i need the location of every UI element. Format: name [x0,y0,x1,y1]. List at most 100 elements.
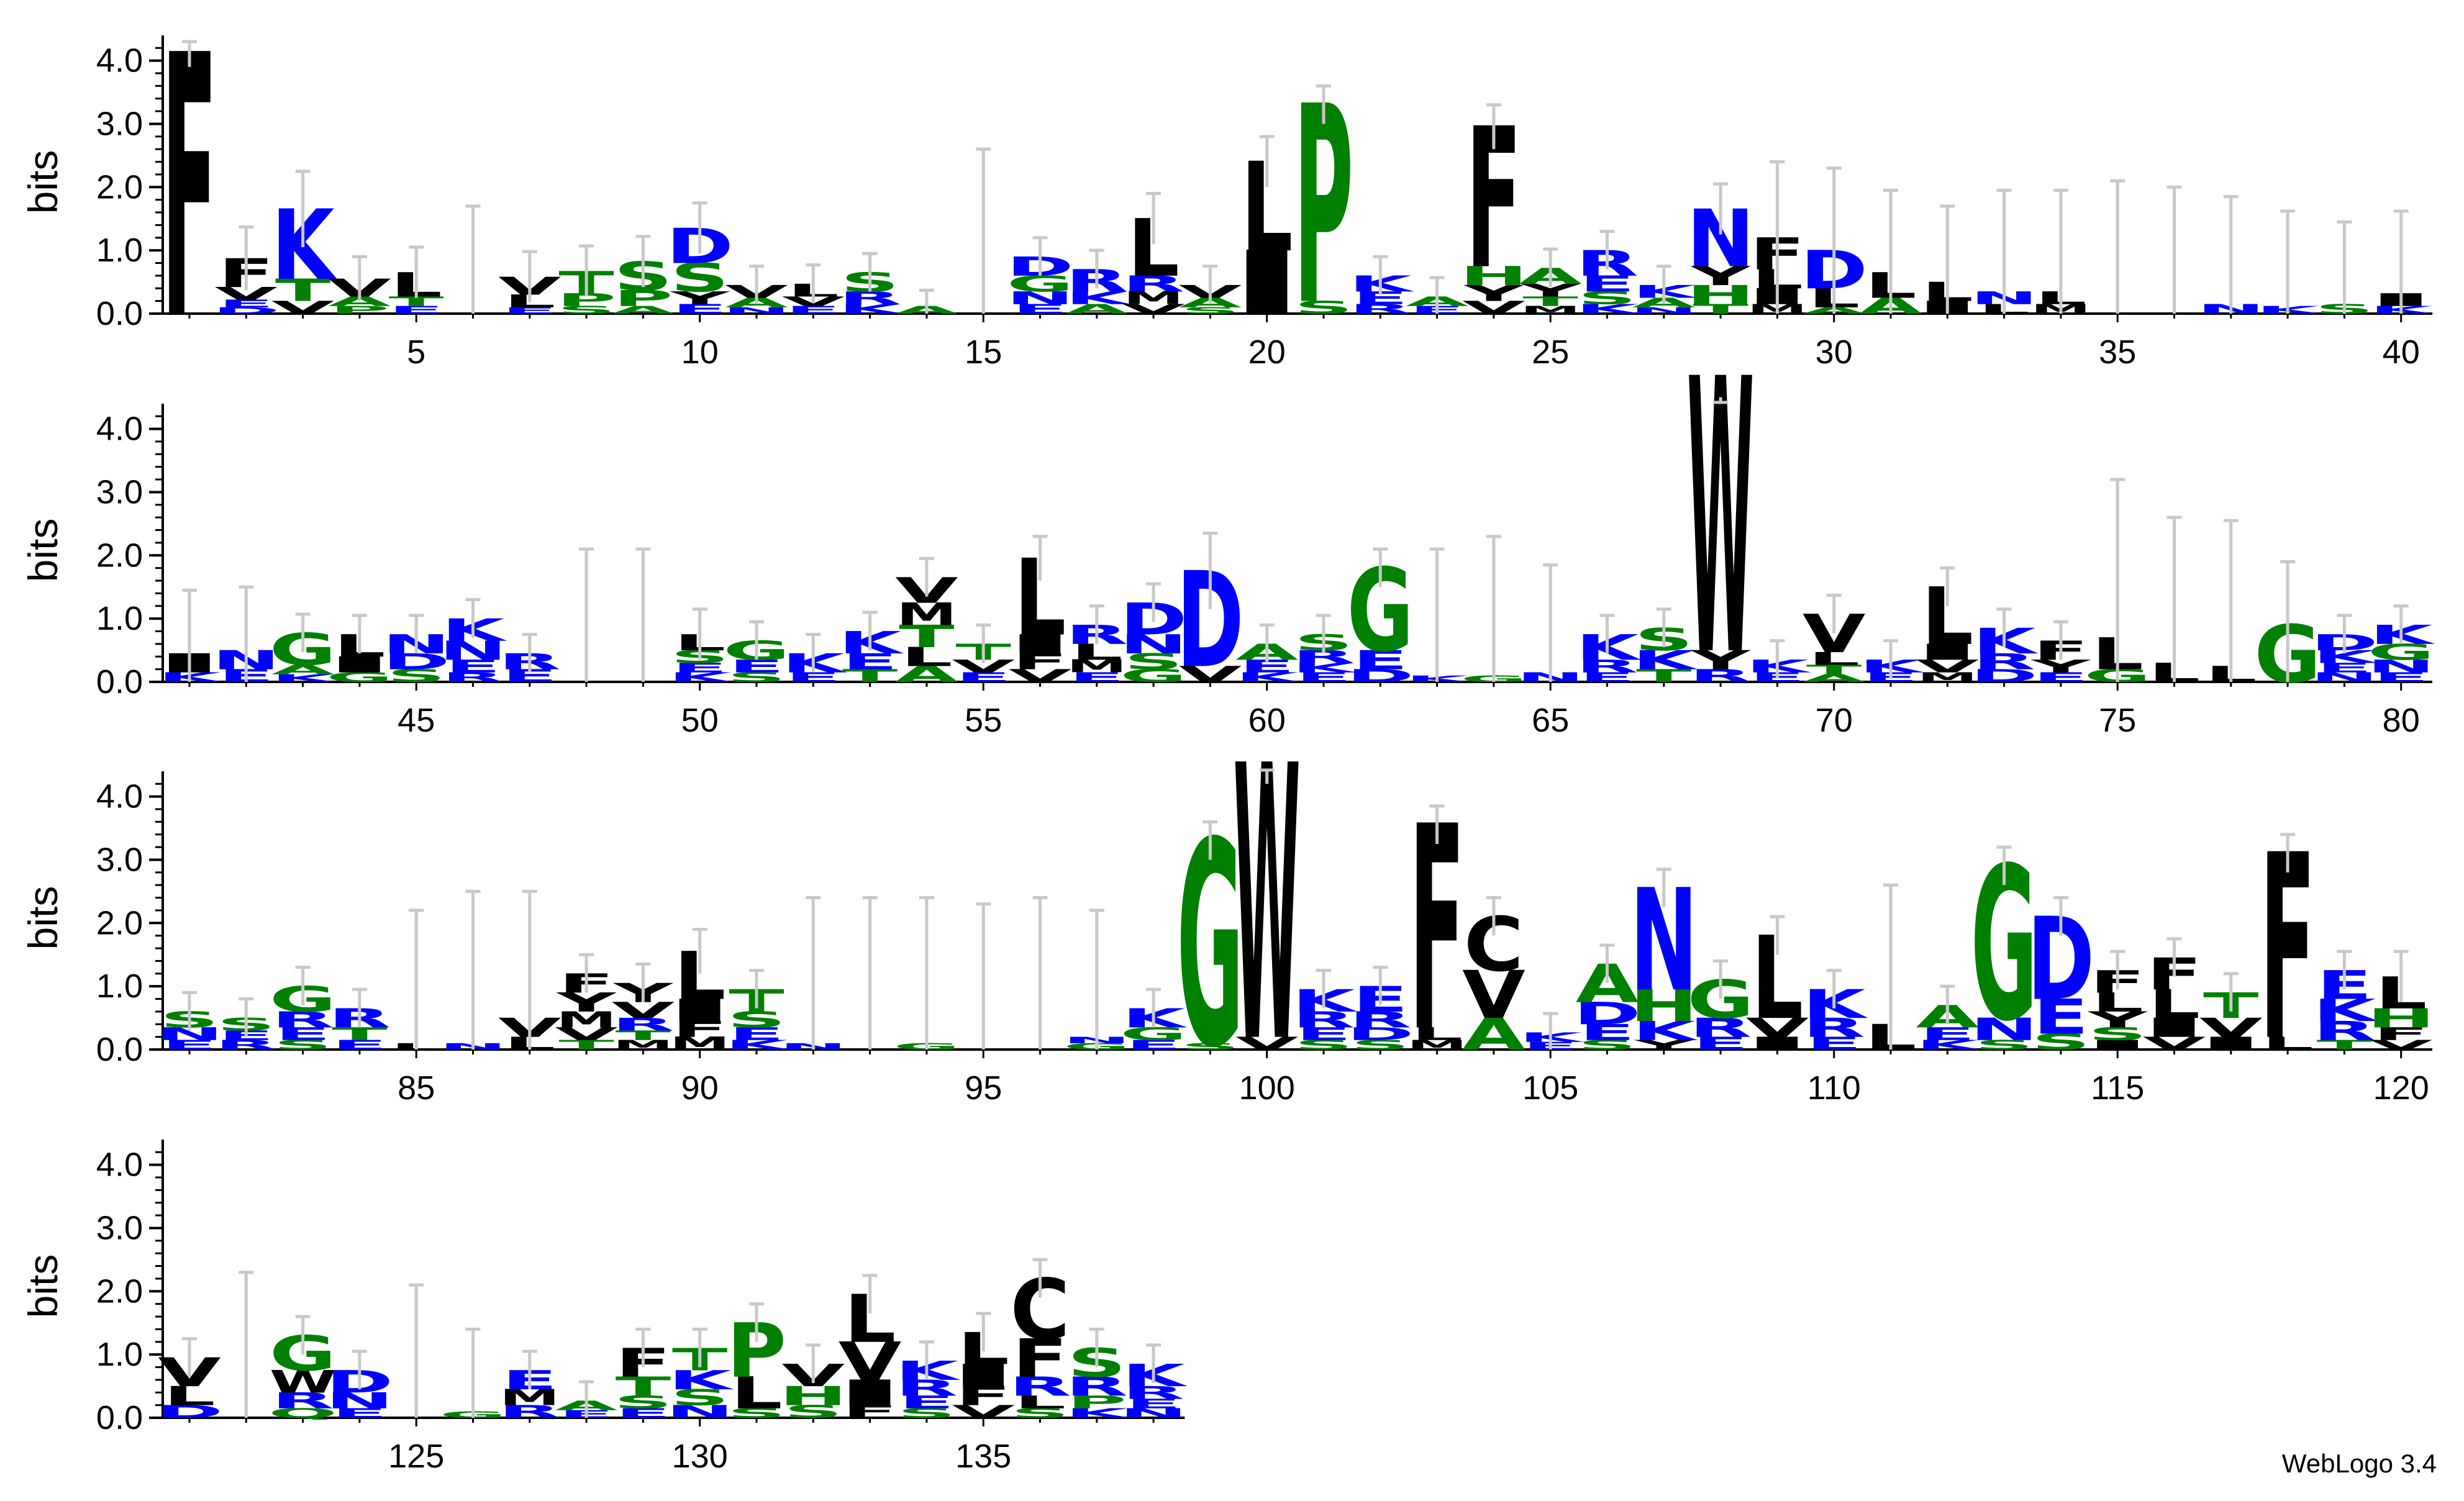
logo-letter-L: L [2148,981,2201,1027]
logo-letter-I: I [660,992,740,1028]
logo-stack-122 [239,1271,254,1418]
logo-stack-74: EYF [2030,620,2091,685]
logo-letter-R: R [1292,1007,1355,1033]
x-tick-label: 75 [2099,702,2136,739]
logo-stack-67: TKS [1632,607,1698,686]
logo-stack-4: PAV [328,255,391,316]
logo-letter-T: T [2317,1038,2373,1053]
logo-stack-34: ML [2030,188,2091,317]
logo-letter-Y: Y [2087,1007,2148,1033]
logo-stack-73: DRK [1970,607,2039,686]
logo-letter-L: L [901,642,953,672]
logo-stack-87: LV [498,889,561,1054]
logo-letter-E: E [1693,1033,1748,1054]
logo-letter-T: T [1522,294,1578,309]
logo-letter-K: K [1916,1038,1981,1053]
logo-stack-84: ETR [328,987,391,1053]
logo-stack-97: GN [1063,909,1131,1051]
logo-letter-E: E [1580,271,1635,297]
logo-letter-P: P [613,286,673,311]
logo-stack-11: NAV [722,265,791,315]
logo-letter-E: E [955,670,1011,686]
y-tick-label: 4.0 [96,778,143,815]
logo-letter-E: E [332,1406,388,1422]
logo-stack-31: AL [1859,188,1922,319]
logo-stack-38: K [2256,209,2322,316]
y-tick-label: 3.0 [96,473,143,510]
logo-letter-H: H [1460,261,1528,291]
logo-stack-65: N [1516,563,1584,685]
logo-letter-G: G [326,670,393,686]
logo-stack-98: EGK [1120,987,1188,1053]
logo-letter-M: M [613,1037,673,1053]
logo-letter-D: D [1970,666,2038,686]
logo-letter-N: N [666,1402,734,1422]
logo-letter-L: L [1808,649,1860,669]
logo-stack-86: N [439,889,507,1051]
logo-letter-E: E [275,1024,331,1045]
logo-letter-K: K [271,672,338,684]
logo-letter-E: E [2317,660,2373,676]
logo-stack-131: SLP [727,1302,786,1421]
x-tick-label: 100 [1239,1069,1295,1107]
logo-stack-27: NAK [1630,265,1698,315]
logo-letter-Y: Y [1463,281,1524,306]
logo-stack-62: DEG [1347,545,1414,686]
logo-letter-E: E [1296,1024,1352,1045]
y-axis-label: bits [20,886,66,950]
logo-stack-15 [976,147,991,314]
logo-letter-E: E [672,660,728,676]
y-tick-label: 0.0 [96,295,143,332]
x-tick-label: 105 [1522,1069,1578,1107]
logo-letter-N: N [1970,1012,2039,1047]
logo-letter-S: S [1124,649,1183,674]
logo-letter-F: F [842,1402,898,1422]
logo-stack-35 [2110,179,2125,314]
logo-letter-A: A [1065,302,1129,317]
logo-stack-6 [465,204,481,314]
logo-letter-M: M [499,1385,560,1410]
logo-letter-R: R [612,1015,675,1035]
logo-stack-60: KEA [1235,623,1301,685]
logo-stack-108: ERG [1687,959,1754,1054]
x-tick-label: 70 [1816,702,1853,739]
logo-letter-A: A [612,304,675,316]
y-tick-label: 2.0 [96,168,143,206]
logo-letter-V: V [1462,957,1525,1034]
logo-letter-F: F [2373,1024,2429,1045]
logo-row-2: 0.01.02.03.04.0bits4550556065707580KIENK… [20,300,2435,740]
logo-stack-50: KESL [668,607,734,685]
logo-stack-48 [579,547,594,682]
logo-letter-S: S [2032,1029,2090,1054]
y-tick-label: 4.0 [96,1146,143,1184]
y-tick-label: 2.0 [96,537,143,574]
logo-stack-69: EK [1746,639,1812,685]
logo-stack-45: SDN [382,614,450,686]
x-tick-label: 90 [681,1069,719,1107]
logo-letter-S: S [2088,1024,2147,1045]
logo-stack-93 [862,896,878,1050]
y-axis-label: bits [20,150,66,214]
logo-letter-V: V [1179,661,1242,687]
logo-letter-R: R [271,1388,334,1413]
logo-stack-8: SPT [557,244,616,316]
x-tick-label: 60 [1248,702,1286,739]
logo-letter-K: K [1065,1406,1131,1422]
logo-stack-7: ELV [498,250,561,315]
logo-letter-P: P [330,304,389,316]
logo-stack-66: ERK [1576,614,1642,685]
x-tick-label: 20 [1248,333,1286,371]
logo-letter-Q: Q [268,1406,338,1422]
logo-letter-W: W [270,1364,337,1400]
logo-stack-53: TEK [839,610,904,686]
logo-letter-K: K [668,1365,734,1395]
